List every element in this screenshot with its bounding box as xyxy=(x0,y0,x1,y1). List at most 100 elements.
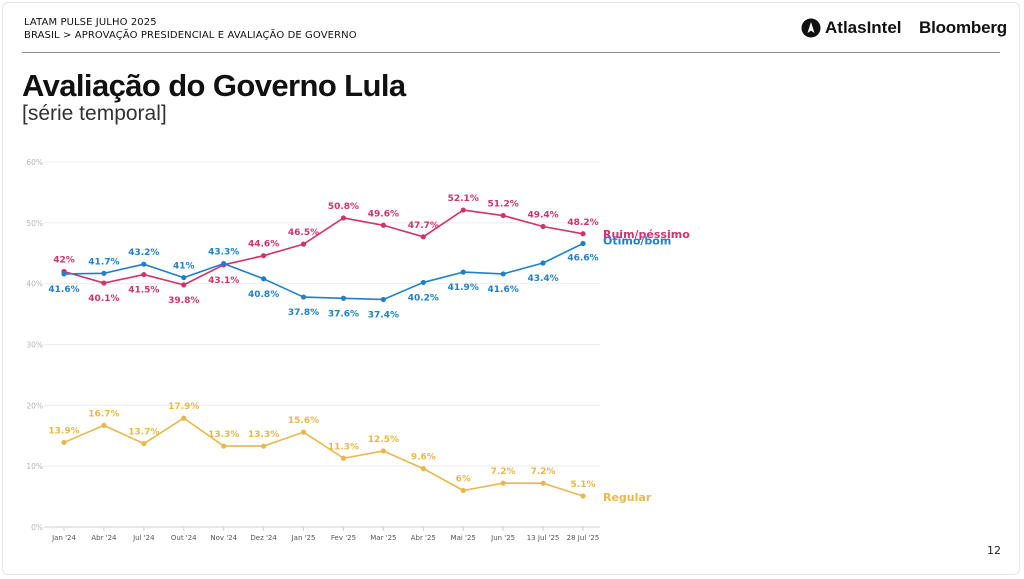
x-tick-label: Jul '24 xyxy=(132,534,155,542)
data-label: 49.4% xyxy=(527,210,558,220)
x-tick-label: Nov '24 xyxy=(210,534,237,542)
data-point xyxy=(300,429,307,435)
data-point xyxy=(500,271,506,277)
data-point xyxy=(540,223,546,230)
data-label: 41.5% xyxy=(128,286,159,296)
data-point xyxy=(221,443,227,449)
data-label: 44.6% xyxy=(248,240,279,250)
atlasintel-logo: AtlasIntel xyxy=(801,17,902,39)
data-point xyxy=(420,279,426,286)
x-tick-label: Jan '24 xyxy=(51,534,76,542)
series-line xyxy=(63,209,584,286)
data-label: 51.2% xyxy=(488,200,519,210)
y-tick-label: 30% xyxy=(26,341,43,350)
data-point xyxy=(380,448,386,454)
data-label: 13.7% xyxy=(128,428,159,438)
data-label: 37.4% xyxy=(368,310,399,320)
data-label: 37.8% xyxy=(288,308,319,318)
data-label: 42% xyxy=(53,256,75,266)
data-point xyxy=(500,212,506,219)
x-tick-label: 28 Jul '25 xyxy=(567,534,600,542)
data-label: 40.1% xyxy=(88,294,119,304)
series-name-label: Ruim/péssimo xyxy=(603,228,690,241)
x-tick-label: Jan '25 xyxy=(291,534,316,542)
data-label: 6% xyxy=(456,475,471,485)
data-point xyxy=(420,466,426,472)
data-point xyxy=(300,294,307,300)
page-title: Avaliação do Governo Lula xyxy=(22,68,406,103)
data-point xyxy=(460,207,466,213)
data-label: 7.2% xyxy=(531,467,556,477)
data-label: 47.7% xyxy=(408,221,439,231)
data-point xyxy=(221,260,227,267)
data-point xyxy=(500,480,506,486)
data-label: 11.3% xyxy=(328,442,359,452)
data-label: 52.1% xyxy=(448,194,479,204)
x-tick-label: Fev '25 xyxy=(331,534,356,542)
y-tick-label: 10% xyxy=(26,462,43,471)
data-label: 41.6% xyxy=(48,285,79,295)
data-label: 43.3% xyxy=(208,248,239,258)
data-point xyxy=(61,271,67,277)
data-point xyxy=(181,274,187,281)
x-tick-label: Abr '24 xyxy=(91,534,117,542)
data-point xyxy=(261,443,267,449)
bloomberg-logo: Bloomberg xyxy=(919,18,1007,37)
data-label: 46.5% xyxy=(288,228,319,238)
data-label: 13.3% xyxy=(248,430,279,440)
data-label: 48.2% xyxy=(567,218,598,228)
data-label: 41.9% xyxy=(448,283,479,293)
data-point xyxy=(141,441,147,447)
page-number: 12 xyxy=(987,544,1001,557)
data-label: 7.2% xyxy=(491,467,516,477)
data-point xyxy=(101,280,107,286)
header-divider xyxy=(22,52,1000,53)
data-point xyxy=(540,260,546,266)
data-point xyxy=(380,222,386,228)
data-label: 43.1% xyxy=(208,276,239,286)
data-point xyxy=(101,270,107,276)
data-point xyxy=(61,439,67,446)
x-tick-label: Jun '25 xyxy=(490,534,515,542)
data-point xyxy=(101,422,107,429)
data-point xyxy=(300,241,307,247)
data-point xyxy=(141,271,147,278)
atlasintel-mark-icon xyxy=(801,18,821,38)
data-label: 16.7% xyxy=(88,409,119,419)
data-point xyxy=(141,261,147,267)
data-point xyxy=(420,234,426,240)
data-point xyxy=(580,493,586,499)
y-tick-label: 20% xyxy=(26,401,43,410)
data-point xyxy=(340,295,347,301)
data-label: 40.8% xyxy=(248,290,279,300)
x-tick-label: Mar '25 xyxy=(370,534,396,542)
data-label: 5.1% xyxy=(571,480,596,490)
data-point xyxy=(540,480,546,486)
data-point xyxy=(261,253,267,259)
data-label: 49.6% xyxy=(368,209,399,219)
data-label: 39.8% xyxy=(168,296,199,306)
data-label: 43.2% xyxy=(128,248,159,258)
page-subtitle: [série temporal] xyxy=(22,102,167,125)
data-label: 15.6% xyxy=(288,416,319,426)
x-tick-label: Dez '24 xyxy=(250,534,277,542)
data-point xyxy=(580,231,586,237)
y-tick-label: 50% xyxy=(26,219,43,228)
x-tick-label: Out '24 xyxy=(171,534,197,542)
header-breadcrumb: BRASIL > APROVAÇÃO PRESIDENCIAL E AVALIA… xyxy=(24,30,357,41)
y-tick-label: 0% xyxy=(31,523,43,532)
data-label: 37.6% xyxy=(328,309,359,319)
data-label: 46.6% xyxy=(567,254,598,264)
series-line xyxy=(63,242,584,301)
series-line xyxy=(63,417,584,497)
data-point xyxy=(340,215,347,221)
data-point xyxy=(181,282,187,288)
data-point xyxy=(460,487,466,494)
data-label: 13.3% xyxy=(208,430,239,440)
data-label: 13.9% xyxy=(48,426,79,436)
data-label: 17.9% xyxy=(168,402,199,412)
data-label: 41% xyxy=(173,262,195,272)
data-label: 43.4% xyxy=(527,274,558,284)
